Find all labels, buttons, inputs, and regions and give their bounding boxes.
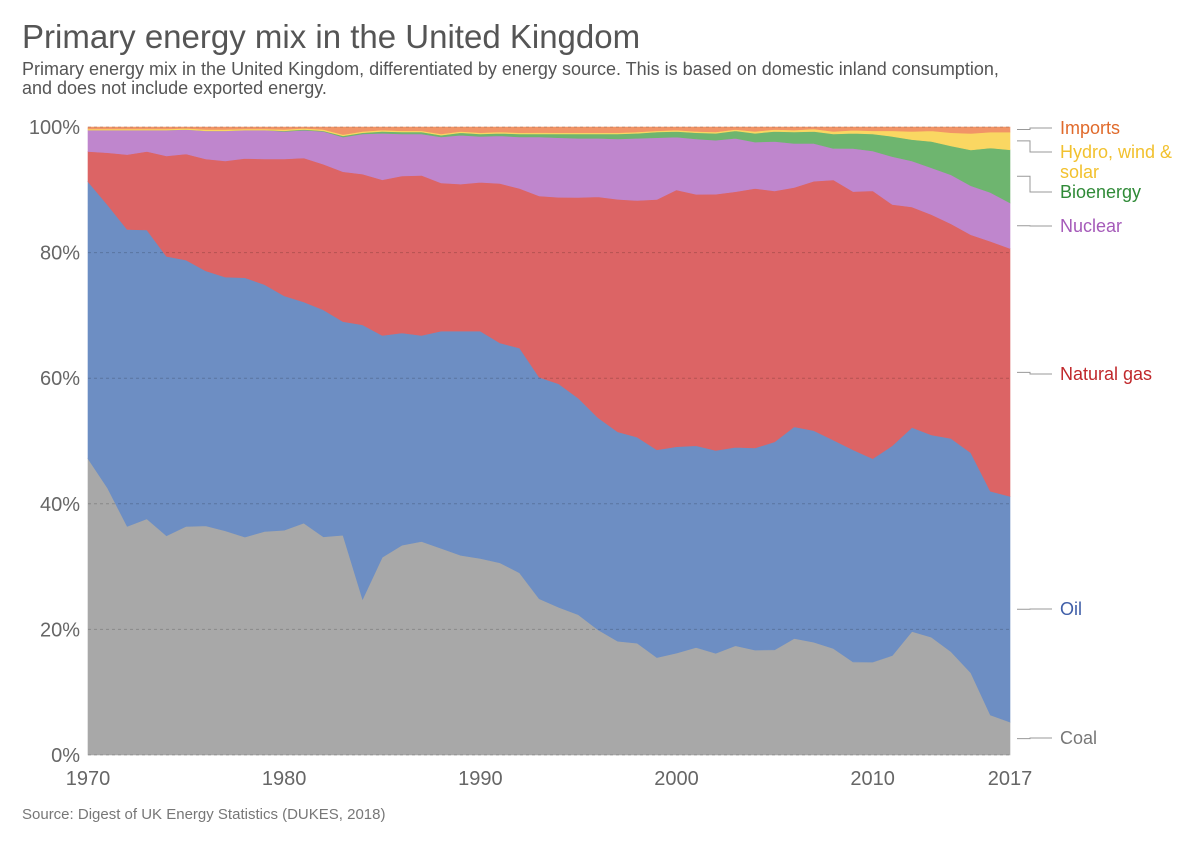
x-tick-label: 1970 xyxy=(66,768,111,790)
legend-label-line: Hydro, wind & xyxy=(1060,142,1172,162)
legend-connector-natural-gas xyxy=(1017,371,1052,375)
x-tick-label: 1990 xyxy=(458,768,503,790)
x-tick-label: 2017 xyxy=(988,768,1033,790)
grid-layer xyxy=(88,126,1010,756)
legend-label-natural-gas: Natural gas xyxy=(1060,364,1152,384)
x-tick-label: 2000 xyxy=(654,768,699,790)
y-tick-label: 40% xyxy=(40,494,80,516)
y-tick-label: 100% xyxy=(29,117,80,139)
legend-label-line: solar xyxy=(1060,162,1099,182)
legend-label-imports: Imports xyxy=(1060,118,1120,138)
page-title: Primary energy mix in the United Kingdom xyxy=(22,18,641,55)
page-subtitle: Primary energy mix in the United Kingdom… xyxy=(22,59,999,98)
x-tick-label: 2010 xyxy=(850,768,895,790)
x-tick-label: 1980 xyxy=(262,768,307,790)
y-tick-label: 0% xyxy=(51,745,80,767)
y-tick-label: 80% xyxy=(40,243,80,265)
legend-connector-hydro-wind-solar xyxy=(1017,140,1052,153)
legend-label-coal: Coal xyxy=(1060,728,1097,748)
legend-connector-imports xyxy=(1017,127,1052,130)
legend-connector-coal xyxy=(1017,737,1052,740)
legend-label-hydro-wind-solar: Hydro, wind & solar xyxy=(1060,142,1172,182)
legend-label-nuclear: Nuclear xyxy=(1060,216,1122,236)
axis-layer: 0% 20% 40% 60% 80% 100% 1970 1980 1990 2000 2010 20… xyxy=(29,117,1032,790)
source-note: Source: Digest of UK Energy Statistics (… xyxy=(22,806,386,823)
legend-label-oil: Oil xyxy=(1060,599,1082,619)
y-tick-label: 20% xyxy=(40,619,80,641)
y-tick-label: 60% xyxy=(40,368,80,390)
legend-label-bioenergy: Bioenergy xyxy=(1060,182,1141,202)
legend-connector-bioenergy xyxy=(1017,175,1052,193)
areas-layer xyxy=(87,126,1011,756)
area-imports xyxy=(87,126,1011,135)
